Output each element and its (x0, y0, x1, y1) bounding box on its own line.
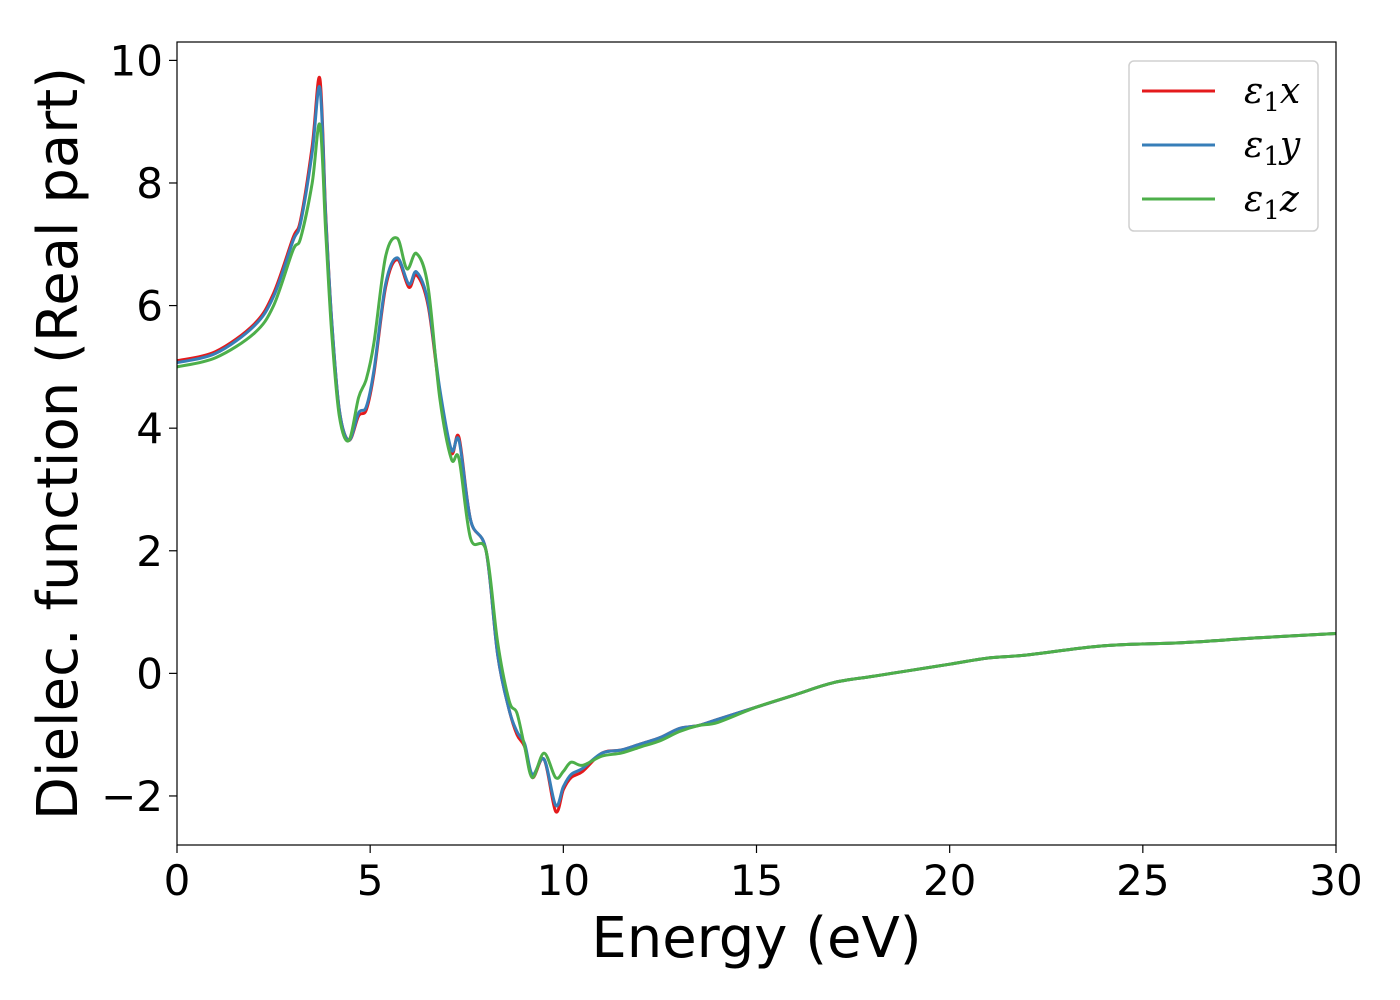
legend: ε1x ε1y ε1z (1128, 60, 1319, 232)
y-tick-label: 2 (136, 527, 163, 576)
y-tick-label: 0 (136, 649, 163, 698)
x-tick-label: 10 (537, 856, 590, 905)
series-line-z (177, 122, 1336, 780)
y-tick-label: 4 (136, 404, 163, 453)
x-tick-label: 0 (164, 856, 191, 905)
legend-label-x: ε1x (1244, 71, 1300, 118)
legend-box (1128, 60, 1319, 232)
x-tick-label: 5 (357, 856, 384, 905)
y-tick-label: 8 (136, 159, 163, 208)
y-tick-label: 6 (136, 282, 163, 331)
legend-label-z: ε1z (1244, 179, 1300, 226)
y-axis-label: Dielec. function (Real part) (26, 67, 91, 820)
y-tick-label: 10 (110, 36, 163, 85)
series-lines (177, 75, 1336, 814)
y-tick-label: −2 (101, 772, 163, 821)
x-axis-label: Energy (eV) (591, 906, 921, 971)
x-tick-label: 20 (923, 856, 976, 905)
x-tick-label: 15 (730, 856, 783, 905)
x-tick-label: 30 (1309, 856, 1362, 905)
legend-label-y: ε1y (1244, 125, 1301, 172)
x-tick-label: 25 (1116, 856, 1169, 905)
